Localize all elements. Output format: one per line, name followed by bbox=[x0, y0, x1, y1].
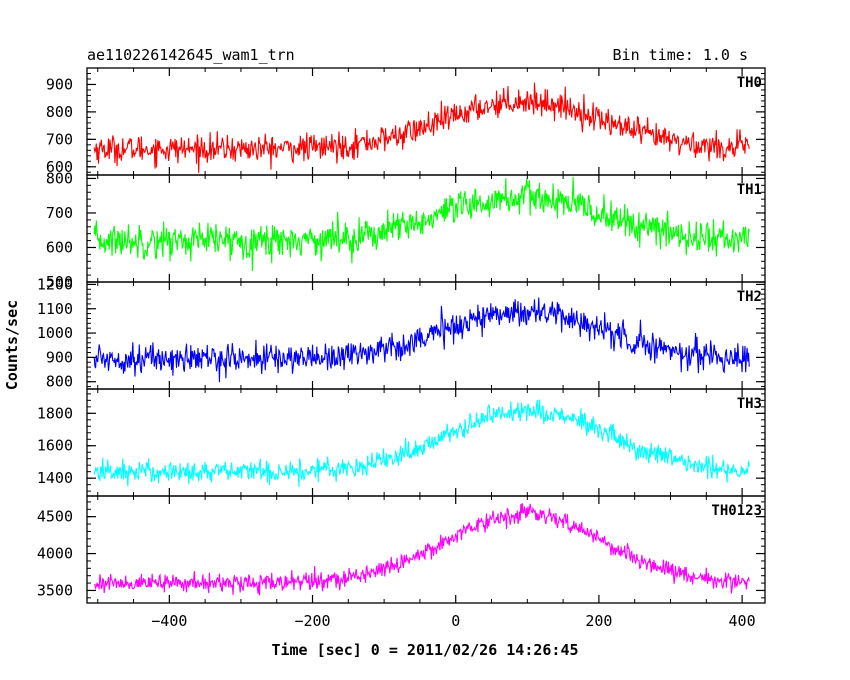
x-tick-label: −200 bbox=[294, 612, 330, 630]
y-tick-label: 1100 bbox=[37, 300, 73, 318]
y-tick-label: 4000 bbox=[37, 545, 73, 563]
series-line-th2 bbox=[93, 297, 750, 383]
x-tick-label: 400 bbox=[729, 612, 756, 630]
panel-label: TH2 bbox=[737, 289, 762, 305]
y-tick-label: 900 bbox=[46, 75, 73, 93]
series-line-th0123 bbox=[93, 503, 750, 596]
y-tick-label: 800 bbox=[46, 169, 73, 187]
y-tick-label: 1600 bbox=[37, 437, 73, 455]
y-tick-label: 1800 bbox=[37, 404, 73, 422]
y-tick-label: 3500 bbox=[37, 581, 73, 599]
y-tick-label: 800 bbox=[46, 103, 73, 121]
y-tick-label: 500 bbox=[46, 273, 73, 291]
y-tick-label: 4500 bbox=[37, 508, 73, 526]
x-axis-label: Time [sec] 0 = 2011/02/26 14:26:45 bbox=[271, 641, 578, 659]
panel-frame bbox=[86, 67, 766, 176]
y-tick-label: 1200 bbox=[37, 275, 73, 293]
y-tick-label: 1000 bbox=[37, 324, 73, 342]
bin-time-label: Bin time: 1.0 s bbox=[613, 46, 748, 64]
y-tick-label: 600 bbox=[46, 238, 73, 256]
y-tick-label: 600 bbox=[46, 158, 73, 176]
y-tick-label: 700 bbox=[46, 130, 73, 148]
x-tick-label: 200 bbox=[585, 612, 612, 630]
panel-label: TH3 bbox=[737, 396, 762, 412]
panel-th1: 500 600 700 800 TH1 bbox=[46, 169, 766, 291]
panel-frame bbox=[86, 281, 766, 390]
x-tick-label: 0 bbox=[451, 612, 460, 630]
panel-frame bbox=[86, 495, 766, 604]
x-tick-label: −400 bbox=[151, 612, 187, 630]
panel-th0: 600 700 800 900 TH0 bbox=[46, 67, 766, 176]
series-line-th0 bbox=[93, 82, 750, 173]
y-axis-label: Counts/sec bbox=[3, 300, 21, 390]
series-line-th3 bbox=[93, 399, 750, 488]
y-tick-label: 900 bbox=[46, 348, 73, 366]
series-line-th1 bbox=[93, 176, 750, 272]
panel-label: TH0 bbox=[737, 75, 762, 91]
panel-th3: 1400 1600 1800 TH3 bbox=[37, 388, 766, 497]
y-tick-label: 1400 bbox=[37, 469, 73, 487]
panel-label: TH0123 bbox=[711, 503, 762, 519]
panel-th0123: 3500 4000 4500 TH0123 bbox=[37, 495, 766, 604]
panels-layer: 600 700 800 900 TH0 500 600 700 800 TH1 800 900 1000… bbox=[37, 67, 766, 630]
y-tick-label: 800 bbox=[46, 373, 73, 391]
panel-th2: 800 900 1000 1100 1200 TH2 bbox=[37, 275, 766, 391]
y-tick-label: 700 bbox=[46, 204, 73, 222]
panel-label: TH1 bbox=[737, 182, 762, 198]
chart-title: ae110226142645_wam1_trn bbox=[87, 46, 295, 64]
